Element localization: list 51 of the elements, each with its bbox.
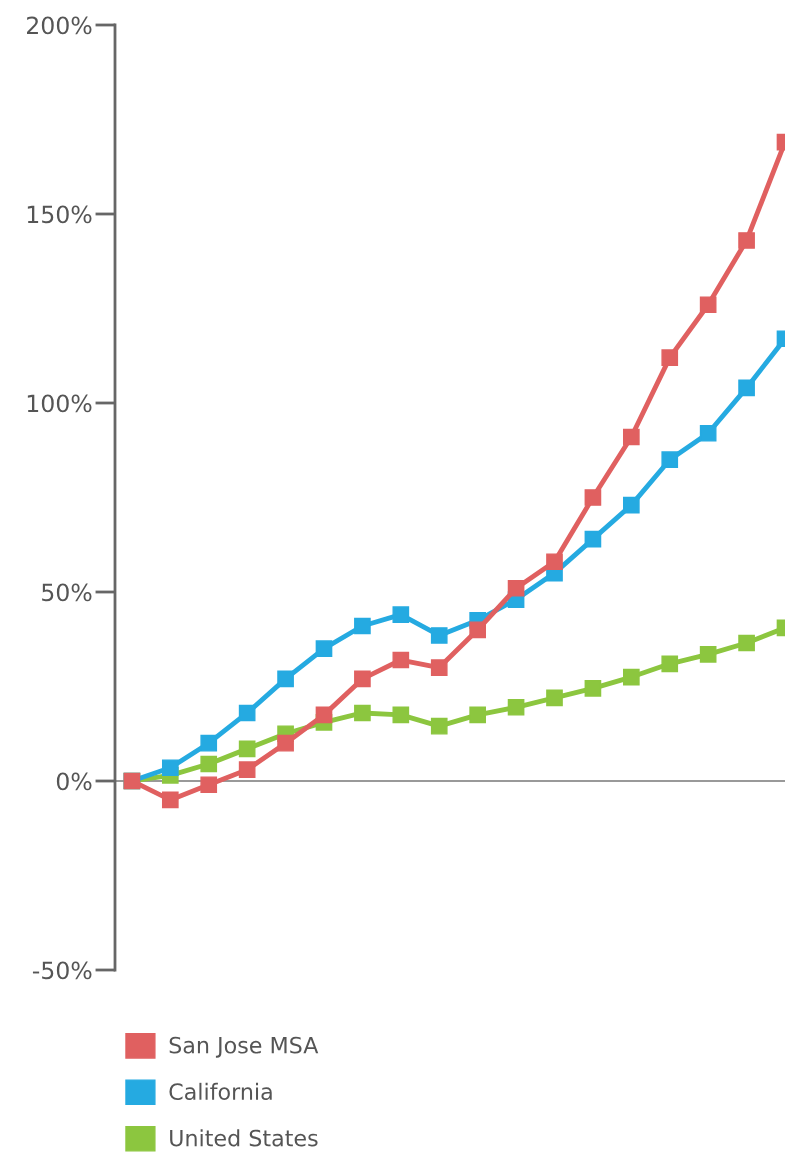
legend-label: California (169, 1082, 272, 1101)
point (661, 349, 679, 366)
point (699, 296, 717, 314)
y-tick-label: 150% (27, 205, 92, 224)
point (430, 627, 448, 644)
point (469, 621, 486, 639)
point (622, 668, 640, 686)
point (200, 755, 218, 773)
point (161, 791, 179, 809)
point (622, 496, 640, 514)
point (315, 640, 333, 658)
point (546, 553, 563, 571)
point (315, 706, 333, 724)
point (354, 670, 371, 688)
point (238, 761, 256, 778)
point (661, 451, 679, 469)
point (392, 606, 410, 624)
point (392, 706, 410, 724)
point (622, 428, 640, 446)
point (277, 670, 294, 688)
point (200, 776, 218, 794)
point (354, 704, 371, 722)
point (392, 651, 410, 669)
y-tick-label: 100% (27, 394, 92, 413)
point (507, 698, 525, 716)
point (354, 617, 371, 635)
point (238, 740, 256, 758)
point (699, 424, 717, 442)
point (430, 659, 448, 676)
point (161, 759, 179, 777)
legend-label: United States (170, 1129, 318, 1147)
point (430, 717, 448, 735)
point (699, 646, 717, 663)
point (469, 706, 486, 724)
point (584, 489, 602, 506)
point (584, 680, 602, 697)
point (661, 655, 679, 673)
point (200, 734, 218, 752)
point (738, 634, 755, 652)
point (507, 579, 525, 597)
point (546, 689, 563, 707)
y-tick-label: 0% (56, 772, 92, 791)
point (277, 734, 294, 752)
y-tick-label: 200% (27, 16, 92, 35)
y-tick-label: 50% (42, 583, 92, 602)
legend-label: San Jose MSA (169, 1036, 319, 1058)
y-tick-label: -50% (32, 961, 92, 980)
point (738, 379, 755, 397)
point (738, 232, 755, 249)
point (238, 704, 256, 722)
point (584, 530, 602, 548)
